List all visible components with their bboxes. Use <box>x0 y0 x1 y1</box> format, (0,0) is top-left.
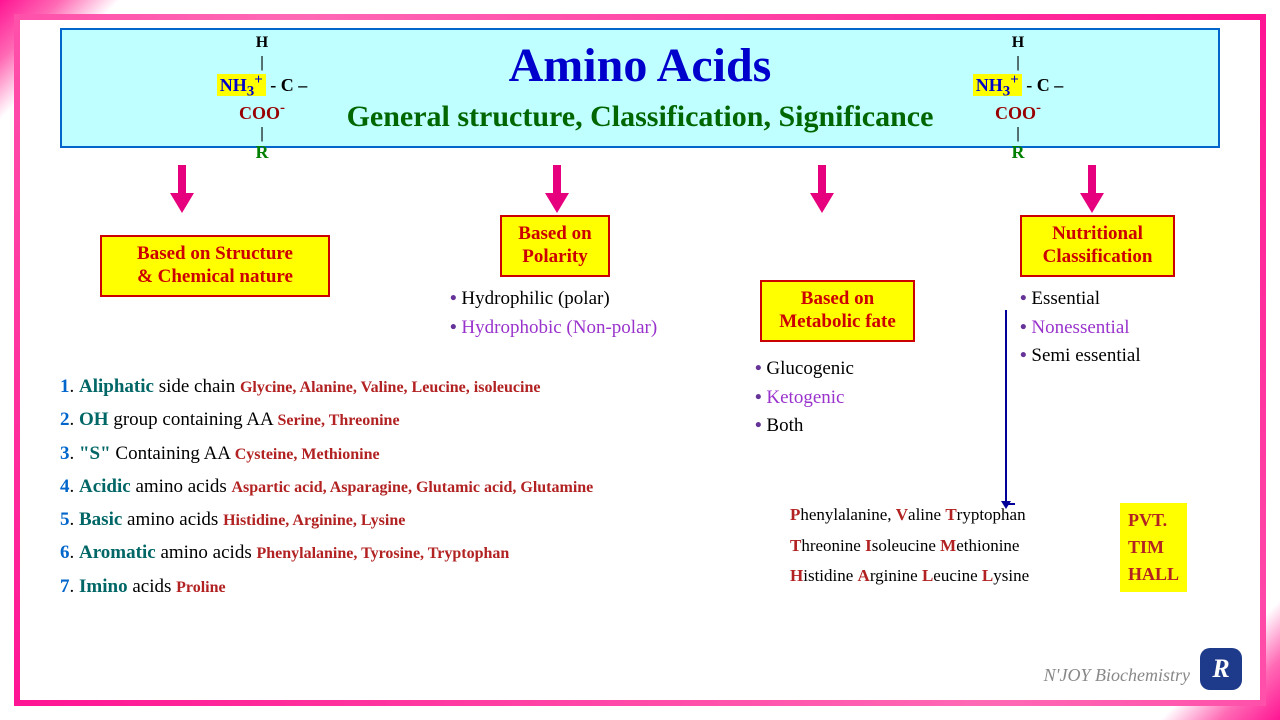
category-metabolic: Based onMetabolic fate <box>760 280 915 342</box>
credit-text: N'JOY Biochemistry <box>1044 665 1190 686</box>
mnemonic-lines: Phenylalanine, Valine TryptophanThreonin… <box>790 500 1029 592</box>
metabolic-list: GlucogenicKetogenicBoth <box>755 355 854 441</box>
structure-row: 6. Aromatic amino acids Phenylalanine, T… <box>60 536 593 569</box>
bullet-item: Hydrophilic (polar) <box>450 285 657 314</box>
bullet-item: Ketogenic <box>755 384 854 413</box>
arrow-polarity <box>545 165 569 215</box>
mnemonic-pvt: PVT.TIMHALL <box>1120 503 1187 592</box>
bullet-item: Glucogenic <box>755 355 854 384</box>
category-nutritional: NutritionalClassification <box>1020 215 1175 277</box>
arrow-metabolic <box>810 165 834 215</box>
bullet-item: Nonessential <box>1020 314 1141 343</box>
bullet-item: Both <box>755 412 854 441</box>
subtitle: General structure, Classification, Signi… <box>62 100 1218 134</box>
essential-connector <box>1005 310 1015 505</box>
header-panel: H | NH3+ - C – COO- | R Amino Acids H | … <box>60 28 1220 148</box>
bullet-item: Essential <box>1020 285 1141 314</box>
structure-row: 2. OH group containing AA Serine, Threon… <box>60 403 593 436</box>
structure-list: 1. Aliphatic side chain Glycine, Alanine… <box>60 370 593 603</box>
main-frame: H | NH3+ - C – COO- | R Amino Acids H | … <box>14 14 1266 706</box>
bullet-item: Semi essential <box>1020 342 1141 371</box>
structure-row: 4. Acidic amino acids Aspartic acid, Asp… <box>60 470 593 503</box>
formula-right: H | NH3+ - C – COO- | R <box>958 32 1078 163</box>
structure-row: 5. Basic amino acids Histidine, Arginine… <box>60 503 593 536</box>
bullet-item: Hydrophobic (Non-polar) <box>450 314 657 343</box>
structure-row: 1. Aliphatic side chain Glycine, Alanine… <box>60 370 593 403</box>
structure-row: 7. Imino acids Proline <box>60 570 593 603</box>
arrow-nutritional <box>1080 165 1104 215</box>
nutritional-list: EssentialNonessentialSemi essential <box>1020 285 1141 371</box>
category-polarity: Based onPolarity <box>500 215 610 277</box>
mnemonic-line: Phenylalanine, Valine Tryptophan <box>790 500 1029 531</box>
logo-badge: R <box>1200 648 1242 690</box>
mnemonic-line: Threonine Isoleucine Methionine <box>790 531 1029 562</box>
category-structure: Based on Structure& Chemical nature <box>100 235 330 297</box>
polarity-list: Hydrophilic (polar)Hydrophobic (Non-pola… <box>450 285 657 342</box>
mnemonic-line: Histidine Arginine Leucine Lysine <box>790 561 1029 592</box>
arrow-structure <box>170 165 194 215</box>
structure-row: 3. "S" Containing AA Cysteine, Methionin… <box>60 437 593 470</box>
